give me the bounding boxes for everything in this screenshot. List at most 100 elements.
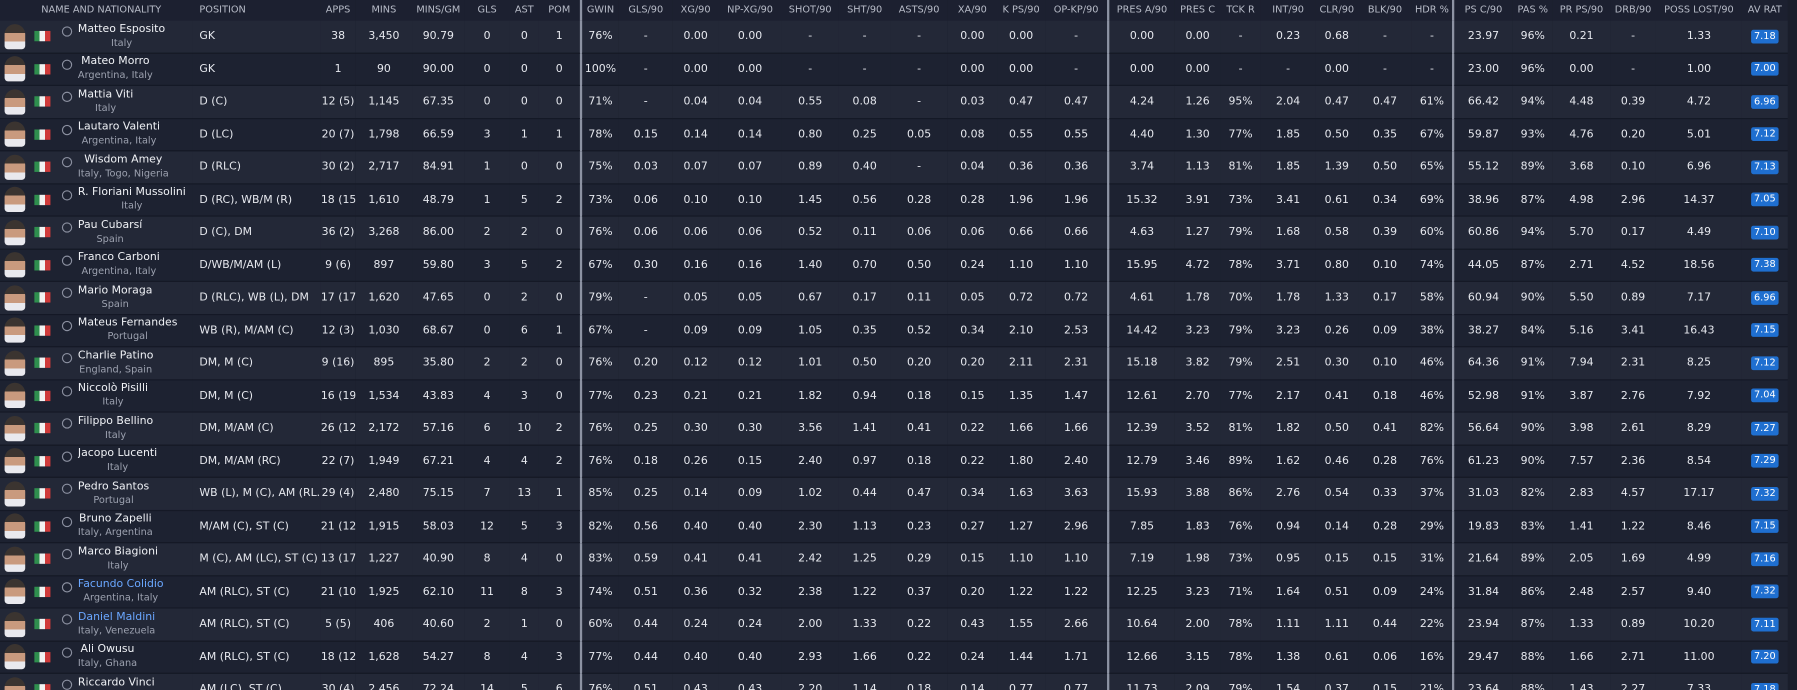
player-row[interactable]: R. Floriani Mussolini Italy D (RC), WB/M (…: [0, 183, 1788, 217]
player-name[interactable]: Ali Owusu: [80, 643, 135, 656]
column-header[interactable]: BLK/90: [1358, 0, 1412, 21]
column-header[interactable]: DRB/90: [1610, 0, 1656, 21]
stat-cell: 0.35: [838, 314, 891, 348]
status-icon: [61, 450, 73, 462]
player-name[interactable]: Facundo Colidio: [77, 577, 164, 591]
column-header[interactable]: PS C/90: [1451, 0, 1513, 21]
stat-cell: 67%: [1411, 118, 1454, 152]
stat-cell: 2.30: [781, 509, 839, 544]
column-header[interactable]: AST: [509, 0, 539, 21]
stat-cell: 2.76: [1610, 379, 1656, 413]
player-name[interactable]: Riccardo Vinci: [77, 675, 155, 689]
player-name[interactable]: Wisdom Amey: [84, 153, 163, 166]
column-header[interactable]: HDR %: [1411, 0, 1454, 21]
stat-cell: 1.40: [781, 248, 839, 282]
player-row[interactable]: Marco Biagioni Italy M (C), AM (LC), ST (C…: [0, 542, 1788, 576]
column-header[interactable]: OP-KP/90: [1045, 0, 1109, 21]
player-name[interactable]: Niccolò Pisilli: [77, 381, 149, 395]
column-header[interactable]: POM: [538, 0, 582, 21]
column-header[interactable]: GLS: [464, 0, 510, 21]
player-row[interactable]: Mattia Viti Italy D (C) 12 (5) 1,145 67.35 0 0 0…: [0, 85, 1788, 119]
player-name[interactable]: Bruno Zapelli: [79, 512, 152, 526]
stat-cell: -: [890, 150, 948, 184]
stat-cell: 0.04: [672, 85, 719, 119]
stat-cell: 23.00: [1451, 52, 1513, 86]
stat-cell: 11.00: [1655, 640, 1742, 674]
column-header[interactable]: APPS: [320, 0, 356, 21]
player-row[interactable]: Charlie Patino England, Spain DM, M (C) 9 (…: [0, 346, 1788, 380]
player-name[interactable]: Daniel Maldini: [78, 610, 156, 624]
player-row[interactable]: Riccardo VinciItaly AM (LC), ST (C)30 (4)…: [0, 673, 1788, 690]
stat-cell: 2,480: [355, 477, 413, 511]
player-row[interactable]: Pau Cubarsí Spain D (C), DM 36 (2) 3,268 86.0…: [0, 216, 1788, 250]
player-name[interactable]: Mattia Viti: [77, 87, 134, 101]
player-name[interactable]: Lautaro Valenti: [77, 120, 161, 134]
stat-cell: 83%: [1512, 509, 1553, 544]
column-header[interactable]: K PS/90: [997, 0, 1046, 21]
column-header[interactable]: PRES A/90: [1107, 0, 1175, 21]
stat-cell: 0.51: [1315, 575, 1359, 609]
player-row[interactable]: Lautaro Valenti Argentina, Italy D (LC) 20 …: [0, 118, 1788, 152]
player-name[interactable]: Mateus Fernandes: [77, 316, 178, 330]
player-row[interactable]: Franco Carboni Argentina, Italy D/WB/M/AM …: [0, 248, 1788, 282]
nation-flag: [34, 521, 51, 532]
player-name[interactable]: Mario Moraga: [77, 283, 153, 297]
player-row[interactable]: Pedro Santos Portugal WB (L), M (C), AM (R…: [0, 477, 1788, 511]
player-name[interactable]: Filippo Bellino: [77, 414, 154, 428]
stat-cell: 21.64: [1451, 542, 1513, 576]
player-name[interactable]: R. Floriani Mussolini: [77, 185, 186, 199]
column-header[interactable]: MINS: [355, 0, 413, 21]
stat-cell: 1.13: [1174, 150, 1221, 184]
column-header[interactable]: XA/90: [947, 0, 998, 21]
stat-cell: 18 (15): [320, 183, 356, 217]
player-row[interactable]: Ali Owusu Italy, Ghana AM (RLC), ST (C) 18 …: [0, 640, 1788, 674]
column-header[interactable]: SHOT/90: [781, 0, 839, 21]
column-header[interactable]: POSITION: [192, 0, 321, 21]
stat-cell: 1.10: [1045, 542, 1109, 576]
player-name[interactable]: Marco Biagioni: [77, 545, 159, 558]
player-row[interactable]: Jacopo Lucenti Italy DM, M/AM (RC) 22 (7) 1,…: [0, 444, 1788, 478]
column-header[interactable]: NP-XG/90: [718, 0, 782, 21]
player-name[interactable]: Matteo Esposito: [77, 22, 166, 36]
stat-cell: 4.99: [1655, 542, 1742, 576]
column-header[interactable]: MINS/GM: [412, 0, 465, 21]
player-row[interactable]: Daniel Maldini Italy, Venezuela AM (RLC), …: [0, 607, 1788, 642]
player-row[interactable]: Bruno Zapelli Italy, Argentina M/AM (C), S…: [0, 509, 1788, 544]
position: GK: [192, 20, 321, 54]
player-row[interactable]: Mario Moraga Spain D (RLC), WB (L), DM 17 (…: [0, 281, 1788, 315]
column-header[interactable]: INT/90: [1260, 0, 1316, 21]
column-header[interactable]: PAS %: [1512, 0, 1553, 21]
column-header[interactable]: GWIN: [579, 0, 619, 21]
player-name[interactable]: Pedro Santos: [77, 479, 150, 493]
player-name[interactable]: Pau Cubarsí: [77, 218, 143, 232]
player-name[interactable]: Franco Carboni: [77, 251, 160, 264]
stat-cell: 65%: [1411, 150, 1454, 184]
column-header[interactable]: ASTS/90: [890, 0, 948, 21]
column-header[interactable]: NAME AND NATIONALITY: [0, 0, 193, 21]
player-row[interactable]: Matteo Esposito Italy GK 38 3,450 90.79 0 0 1 76%…: [0, 20, 1788, 54]
player-name[interactable]: Mateo Morro: [81, 55, 150, 68]
column-header[interactable]: PR PS/90: [1552, 0, 1611, 21]
player-row[interactable]: Mateo Morro Argentina, Italy GK 1 90 90.00 0 0 0…: [0, 52, 1788, 86]
stat-cell: 31.03: [1451, 477, 1513, 511]
column-header[interactable]: POSS LOST/90: [1655, 0, 1742, 21]
player-name[interactable]: Jacopo Lucenti: [77, 447, 158, 460]
stat-cell: -: [1411, 52, 1454, 86]
stat-cell: 2.76: [1260, 477, 1316, 511]
column-header[interactable]: CLR/90: [1315, 0, 1359, 21]
player-row[interactable]: Wisdom Amey Italy, Togo, Nigeria D (RLC) 30…: [0, 150, 1788, 184]
column-header[interactable]: XG/90: [672, 0, 719, 21]
rating-cell: 7.05: [1741, 183, 1788, 217]
column-header[interactable]: TCK R: [1220, 0, 1261, 21]
column-header[interactable]: AV RAT: [1741, 0, 1788, 21]
player-name[interactable]: Charlie Patino: [77, 349, 154, 362]
column-header[interactable]: SHT/90: [838, 0, 891, 21]
column-header[interactable]: PRES C: [1174, 0, 1221, 21]
stat-cell: 0.89: [1610, 607, 1656, 642]
stat-cell: 73%: [1220, 183, 1261, 217]
column-header[interactable]: GLS/90: [618, 0, 673, 21]
player-row[interactable]: Mateus Fernandes Portugal WB (R), M/AM (C)…: [0, 314, 1788, 348]
player-row[interactable]: Facundo Colidio Argentina, Italy AM (RLC),…: [0, 575, 1788, 609]
